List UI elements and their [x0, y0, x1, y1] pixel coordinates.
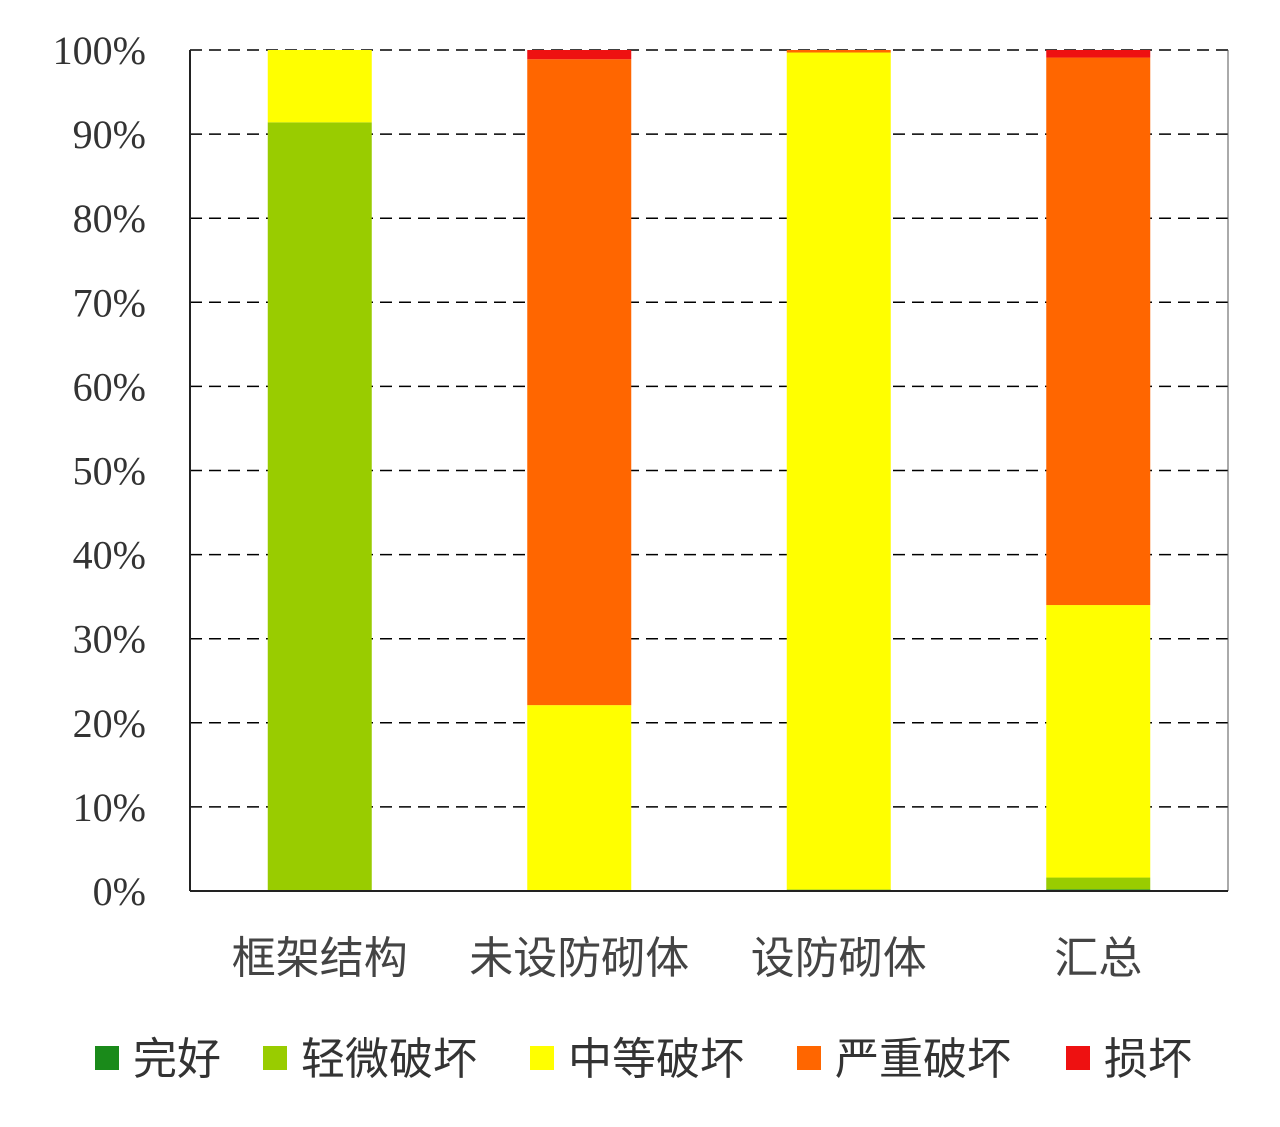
y-tick-label: 40%: [73, 533, 146, 578]
x-tick-label: 汇总: [1054, 933, 1142, 984]
y-tick-label: 80%: [73, 196, 146, 241]
bar-segment: [267, 122, 372, 892]
x-axis-ticks: 框架结构 未设防砌体 设防砌体 汇总: [232, 933, 1143, 984]
bar-segment: [1046, 50, 1151, 58]
x-tick-label: 未设防砌体: [469, 933, 689, 984]
legend-label: 损坏: [1104, 1034, 1192, 1085]
legend-label: 轻微破坏: [301, 1034, 477, 1085]
legend-swatch: [797, 1046, 821, 1070]
bar-segment: [527, 59, 632, 706]
y-tick-label: 70%: [73, 280, 146, 325]
bar-segment: [527, 705, 632, 891]
y-tick-label: 20%: [73, 701, 146, 746]
y-tick-label: 60%: [73, 364, 146, 409]
y-axis-ticks: 0% 10% 20% 30% 40% 50% 60% 70% 80% 90% 100%: [53, 28, 146, 914]
x-tick-label: 设防砌体: [751, 933, 927, 984]
bar-segment: [786, 52, 891, 890]
legend-swatch: [1066, 1046, 1090, 1070]
y-tick-label: 10%: [73, 785, 146, 830]
legend-swatch: [263, 1046, 287, 1070]
legend-label: 中等破坏: [568, 1034, 744, 1085]
bar-segment: [1046, 57, 1151, 606]
legend-label: 严重破坏: [835, 1034, 1011, 1085]
legend-swatch: [95, 1046, 119, 1070]
y-tick-label: 90%: [73, 112, 146, 157]
bar-segment: [527, 50, 632, 60]
bar-segment: [1046, 605, 1151, 878]
bar-segment: [267, 50, 372, 123]
bar-segment: [786, 50, 891, 53]
x-tick-label: 框架结构: [232, 933, 408, 984]
legend-swatch: [530, 1046, 554, 1070]
legend-label: 完好: [133, 1034, 221, 1085]
axes: [189, 50, 1229, 892]
legend: 完好 轻微破坏 中等破坏 严重破坏 损坏: [95, 1034, 1192, 1085]
bar-segment: [1046, 877, 1151, 890]
bars: [267, 50, 1151, 892]
y-tick-label: 50%: [73, 449, 146, 494]
y-tick-label: 100%: [53, 28, 146, 73]
y-tick-label: 30%: [73, 617, 146, 662]
y-tick-label: 0%: [93, 869, 146, 914]
